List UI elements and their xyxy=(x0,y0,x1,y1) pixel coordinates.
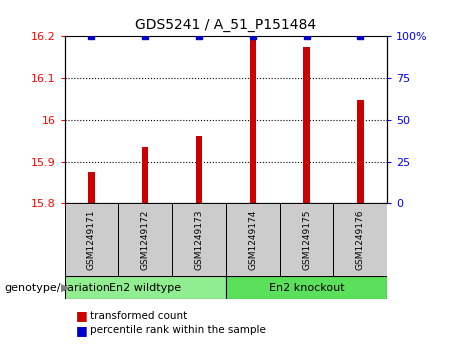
Bar xyxy=(226,203,280,276)
Title: GDS5241 / A_51_P151484: GDS5241 / A_51_P151484 xyxy=(136,19,316,33)
Bar xyxy=(118,203,172,276)
Text: genotype/variation: genotype/variation xyxy=(5,283,111,293)
Bar xyxy=(357,100,364,203)
Text: ■: ■ xyxy=(76,309,88,322)
Bar xyxy=(196,136,202,203)
Text: ■: ■ xyxy=(76,324,88,337)
Text: GSM1249173: GSM1249173 xyxy=(195,209,203,270)
Bar xyxy=(65,203,118,276)
Bar xyxy=(249,37,256,203)
Bar xyxy=(226,276,387,299)
Text: ▶: ▶ xyxy=(61,283,69,293)
Text: percentile rank within the sample: percentile rank within the sample xyxy=(90,325,266,335)
Bar xyxy=(333,203,387,276)
Text: GSM1249174: GSM1249174 xyxy=(248,209,257,270)
Text: En2 wildtype: En2 wildtype xyxy=(109,283,181,293)
Text: GSM1249171: GSM1249171 xyxy=(87,209,96,270)
Bar xyxy=(142,147,148,203)
Bar xyxy=(303,47,310,203)
Text: En2 knockout: En2 knockout xyxy=(269,283,344,293)
Text: GSM1249175: GSM1249175 xyxy=(302,209,311,270)
Bar xyxy=(280,203,333,276)
Text: GSM1249172: GSM1249172 xyxy=(141,209,150,270)
Bar xyxy=(65,276,226,299)
Bar xyxy=(88,172,95,203)
Text: transformed count: transformed count xyxy=(90,311,187,321)
Bar xyxy=(172,203,226,276)
Text: GSM1249176: GSM1249176 xyxy=(356,209,365,270)
